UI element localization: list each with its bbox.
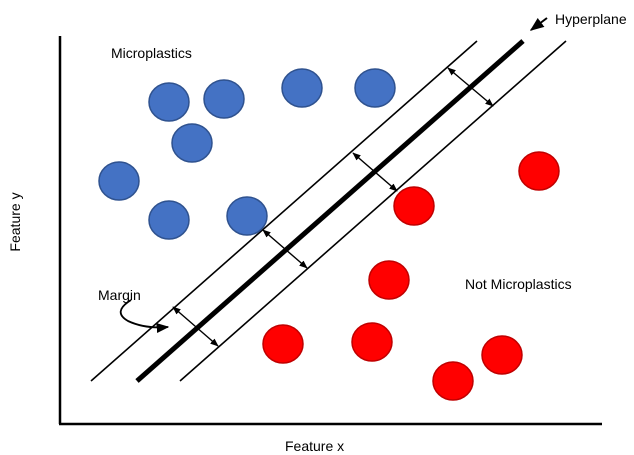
microplastic-point — [203, 79, 245, 119]
axes — [58, 36, 602, 426]
lower-margin-line — [179, 40, 567, 382]
y-axis-label: Feature y — [7, 192, 23, 251]
margin-double-arrow — [172, 306, 219, 347]
callouts — [119, 17, 548, 334]
microplastic-point — [148, 200, 190, 240]
microplastic-point — [354, 68, 396, 108]
hyperplane-line — [135, 39, 525, 383]
margin-pointer-arrow — [119, 299, 170, 334]
not-microplastic-point — [432, 361, 474, 401]
not-microplastic-point — [393, 186, 435, 226]
margin-double-arrow — [262, 229, 308, 269]
microplastic-point — [226, 196, 268, 236]
not-microplastic-point — [368, 260, 410, 300]
microplastic-point — [148, 82, 190, 122]
labels: Hyperplane Microplastics Not Microplasti… — [7, 11, 627, 454]
not-microplastics-points — [262, 151, 560, 401]
not-microplastic-point — [262, 324, 304, 364]
microplastics-label: Microplastics — [111, 45, 192, 61]
margin-label: Margin — [98, 287, 141, 303]
not-microplastics-label: Not Microplastics — [465, 276, 572, 292]
x-axis-label: Feature x — [285, 438, 344, 454]
microplastic-point — [281, 68, 323, 108]
margin-double-arrow — [352, 152, 398, 192]
margin-double-arrow — [447, 67, 494, 107]
hyperplane-label: Hyperplane — [555, 11, 627, 27]
upper-margin-line — [90, 40, 478, 382]
microplastics-points — [98, 68, 396, 240]
not-microplastic-point — [481, 335, 523, 375]
microplastic-point — [171, 123, 213, 163]
not-microplastic-point — [351, 322, 393, 362]
margin-arrows — [172, 67, 494, 347]
microplastic-point — [98, 161, 140, 201]
hyperplane-pointer-arrow — [529, 17, 548, 31]
not-microplastic-point — [518, 151, 560, 191]
